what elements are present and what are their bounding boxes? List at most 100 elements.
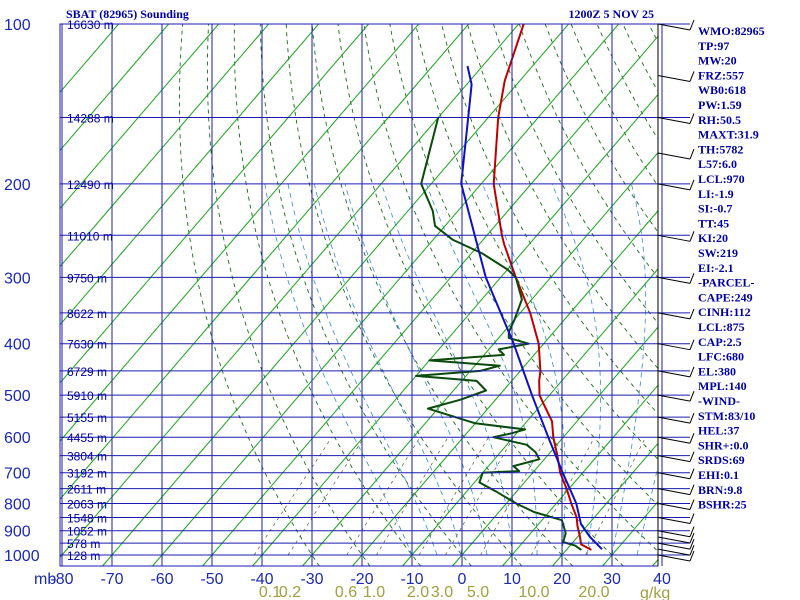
index-item: TH:5782 xyxy=(698,142,743,156)
mixing-ratio-line xyxy=(418,437,489,556)
wind-barb xyxy=(657,513,695,525)
temp-tick-label: -10 xyxy=(400,571,423,588)
index-item: CAP:2.5 xyxy=(698,335,742,349)
index-item: KI:20 xyxy=(698,231,728,245)
temp-tick-label: -60 xyxy=(150,571,173,588)
mixing-ratio-label: 3.0 xyxy=(431,584,453,600)
index-item: WB0:618 xyxy=(698,83,746,97)
isotherm xyxy=(60,24,320,326)
index-item: LCL:970 xyxy=(698,172,745,186)
index-item: BSHR:25 xyxy=(698,498,747,512)
temp-tick-label: 40 xyxy=(653,571,671,588)
dry-adiabat xyxy=(178,24,320,567)
index-item: LI:-1.9 xyxy=(698,187,734,201)
index-item: EHI:0.1 xyxy=(698,468,739,482)
index-item: MW:20 xyxy=(698,54,737,68)
isotherm xyxy=(101,24,570,567)
wind-barb xyxy=(657,544,695,556)
dry-adiabat xyxy=(518,24,658,279)
temp-tick-label: -40 xyxy=(250,571,273,588)
dry-adiabat xyxy=(389,24,658,506)
mixing-ratio-line xyxy=(346,437,421,556)
mixing-ratio-label: 1.0 xyxy=(363,584,385,600)
moist-adiabat xyxy=(313,183,463,556)
wind-barb xyxy=(657,550,695,562)
dry-adiabat xyxy=(771,12,800,566)
wind-barb xyxy=(657,532,695,544)
pressure-label: 800 xyxy=(4,497,31,514)
dry-adiabat xyxy=(233,24,422,567)
wind-barb xyxy=(657,390,695,402)
temp-tick-label: -30 xyxy=(300,571,323,588)
altitude-label: 6729 m xyxy=(67,365,107,379)
index-item: SHR+:0.0 xyxy=(698,438,749,452)
index-item: PW:1.59 xyxy=(698,98,742,112)
wind-barb xyxy=(657,148,695,160)
index-item: CINH:112 xyxy=(698,305,751,319)
isotherm xyxy=(451,326,658,567)
index-item: LCL:875 xyxy=(698,320,745,334)
index-item: EL:380 xyxy=(698,364,736,378)
altitude-label: 2611 m xyxy=(67,483,106,497)
mixing-ratio-label: 10.0 xyxy=(518,584,549,600)
altitude-label: 2063 m xyxy=(67,498,107,512)
moist-adiabat xyxy=(611,183,647,556)
altitude-label: 12490 m xyxy=(67,178,114,192)
pressure-label: 600 xyxy=(4,430,31,447)
index-item: CAPE:249 xyxy=(698,290,753,304)
index-item: FRZ:557 xyxy=(698,68,744,82)
index-item: SI:-0.7 xyxy=(698,202,732,216)
altitude-label: 7630 m xyxy=(67,338,107,352)
wind-barb xyxy=(657,468,695,480)
isotherm xyxy=(60,24,220,210)
mixing-ratio-unit: g/kg xyxy=(640,585,670,600)
isotherm xyxy=(60,24,370,384)
temp-tick-label: -80 xyxy=(50,571,73,588)
pressure-label: 400 xyxy=(4,337,31,354)
isotherm xyxy=(301,151,658,567)
isotherm xyxy=(151,24,620,567)
index-item: MPL:140 xyxy=(698,379,747,393)
isotherm xyxy=(201,35,658,567)
chart-valid-time: 1200Z 5 NOV 25 xyxy=(569,7,654,21)
mixing-ratio-label: 0.6 xyxy=(335,584,357,600)
altitude-label: 5155 m xyxy=(67,411,107,425)
wind-barb xyxy=(657,339,695,351)
altitude-label: 16630 m xyxy=(67,18,114,32)
wind-barb xyxy=(657,231,695,242)
moist-adiabat xyxy=(636,464,658,556)
wind-barb xyxy=(657,412,695,424)
altitude-label: 9750 m xyxy=(67,271,107,285)
pressure-unit-label: mb xyxy=(34,571,56,588)
index-item: RH:50.5 xyxy=(698,113,741,127)
mixing-ratio-line xyxy=(376,437,449,556)
pressure-label: 900 xyxy=(4,524,31,541)
isotherm xyxy=(501,384,658,567)
mixing-ratio-line xyxy=(445,437,514,556)
dry-adiabat xyxy=(363,24,658,552)
index-item: SRDS:69 xyxy=(698,453,745,467)
altitude-label: 8622 m xyxy=(67,307,107,321)
moist-adiabat xyxy=(344,183,488,556)
chart-title: SBAT (82965) Sounding xyxy=(66,7,189,21)
index-item: L57:6.0 xyxy=(698,157,737,171)
isotherm xyxy=(60,24,420,442)
dry-adiabat xyxy=(415,24,658,460)
wind-barb xyxy=(657,451,695,463)
dry-adiabat xyxy=(206,24,371,567)
isotherm xyxy=(60,24,470,500)
mixing-ratio-label: 2.0 xyxy=(407,584,429,600)
isotherm xyxy=(251,93,658,567)
index-item: HEL:37 xyxy=(698,424,739,438)
altitude-label: 3192 m xyxy=(67,467,107,481)
temp-tick-label: -20 xyxy=(350,571,373,588)
pressure-label: 100 xyxy=(4,17,31,34)
altitude-label: 1548 m xyxy=(67,512,107,526)
index-item: -PARCEL- xyxy=(698,276,754,290)
moist-adiabat xyxy=(264,183,413,556)
temperature-line xyxy=(492,24,592,551)
index-item: -WIND- xyxy=(698,394,740,408)
isotherm xyxy=(60,24,270,268)
dry-adiabat xyxy=(544,24,658,233)
altitude-label: 11010 m xyxy=(67,229,113,243)
